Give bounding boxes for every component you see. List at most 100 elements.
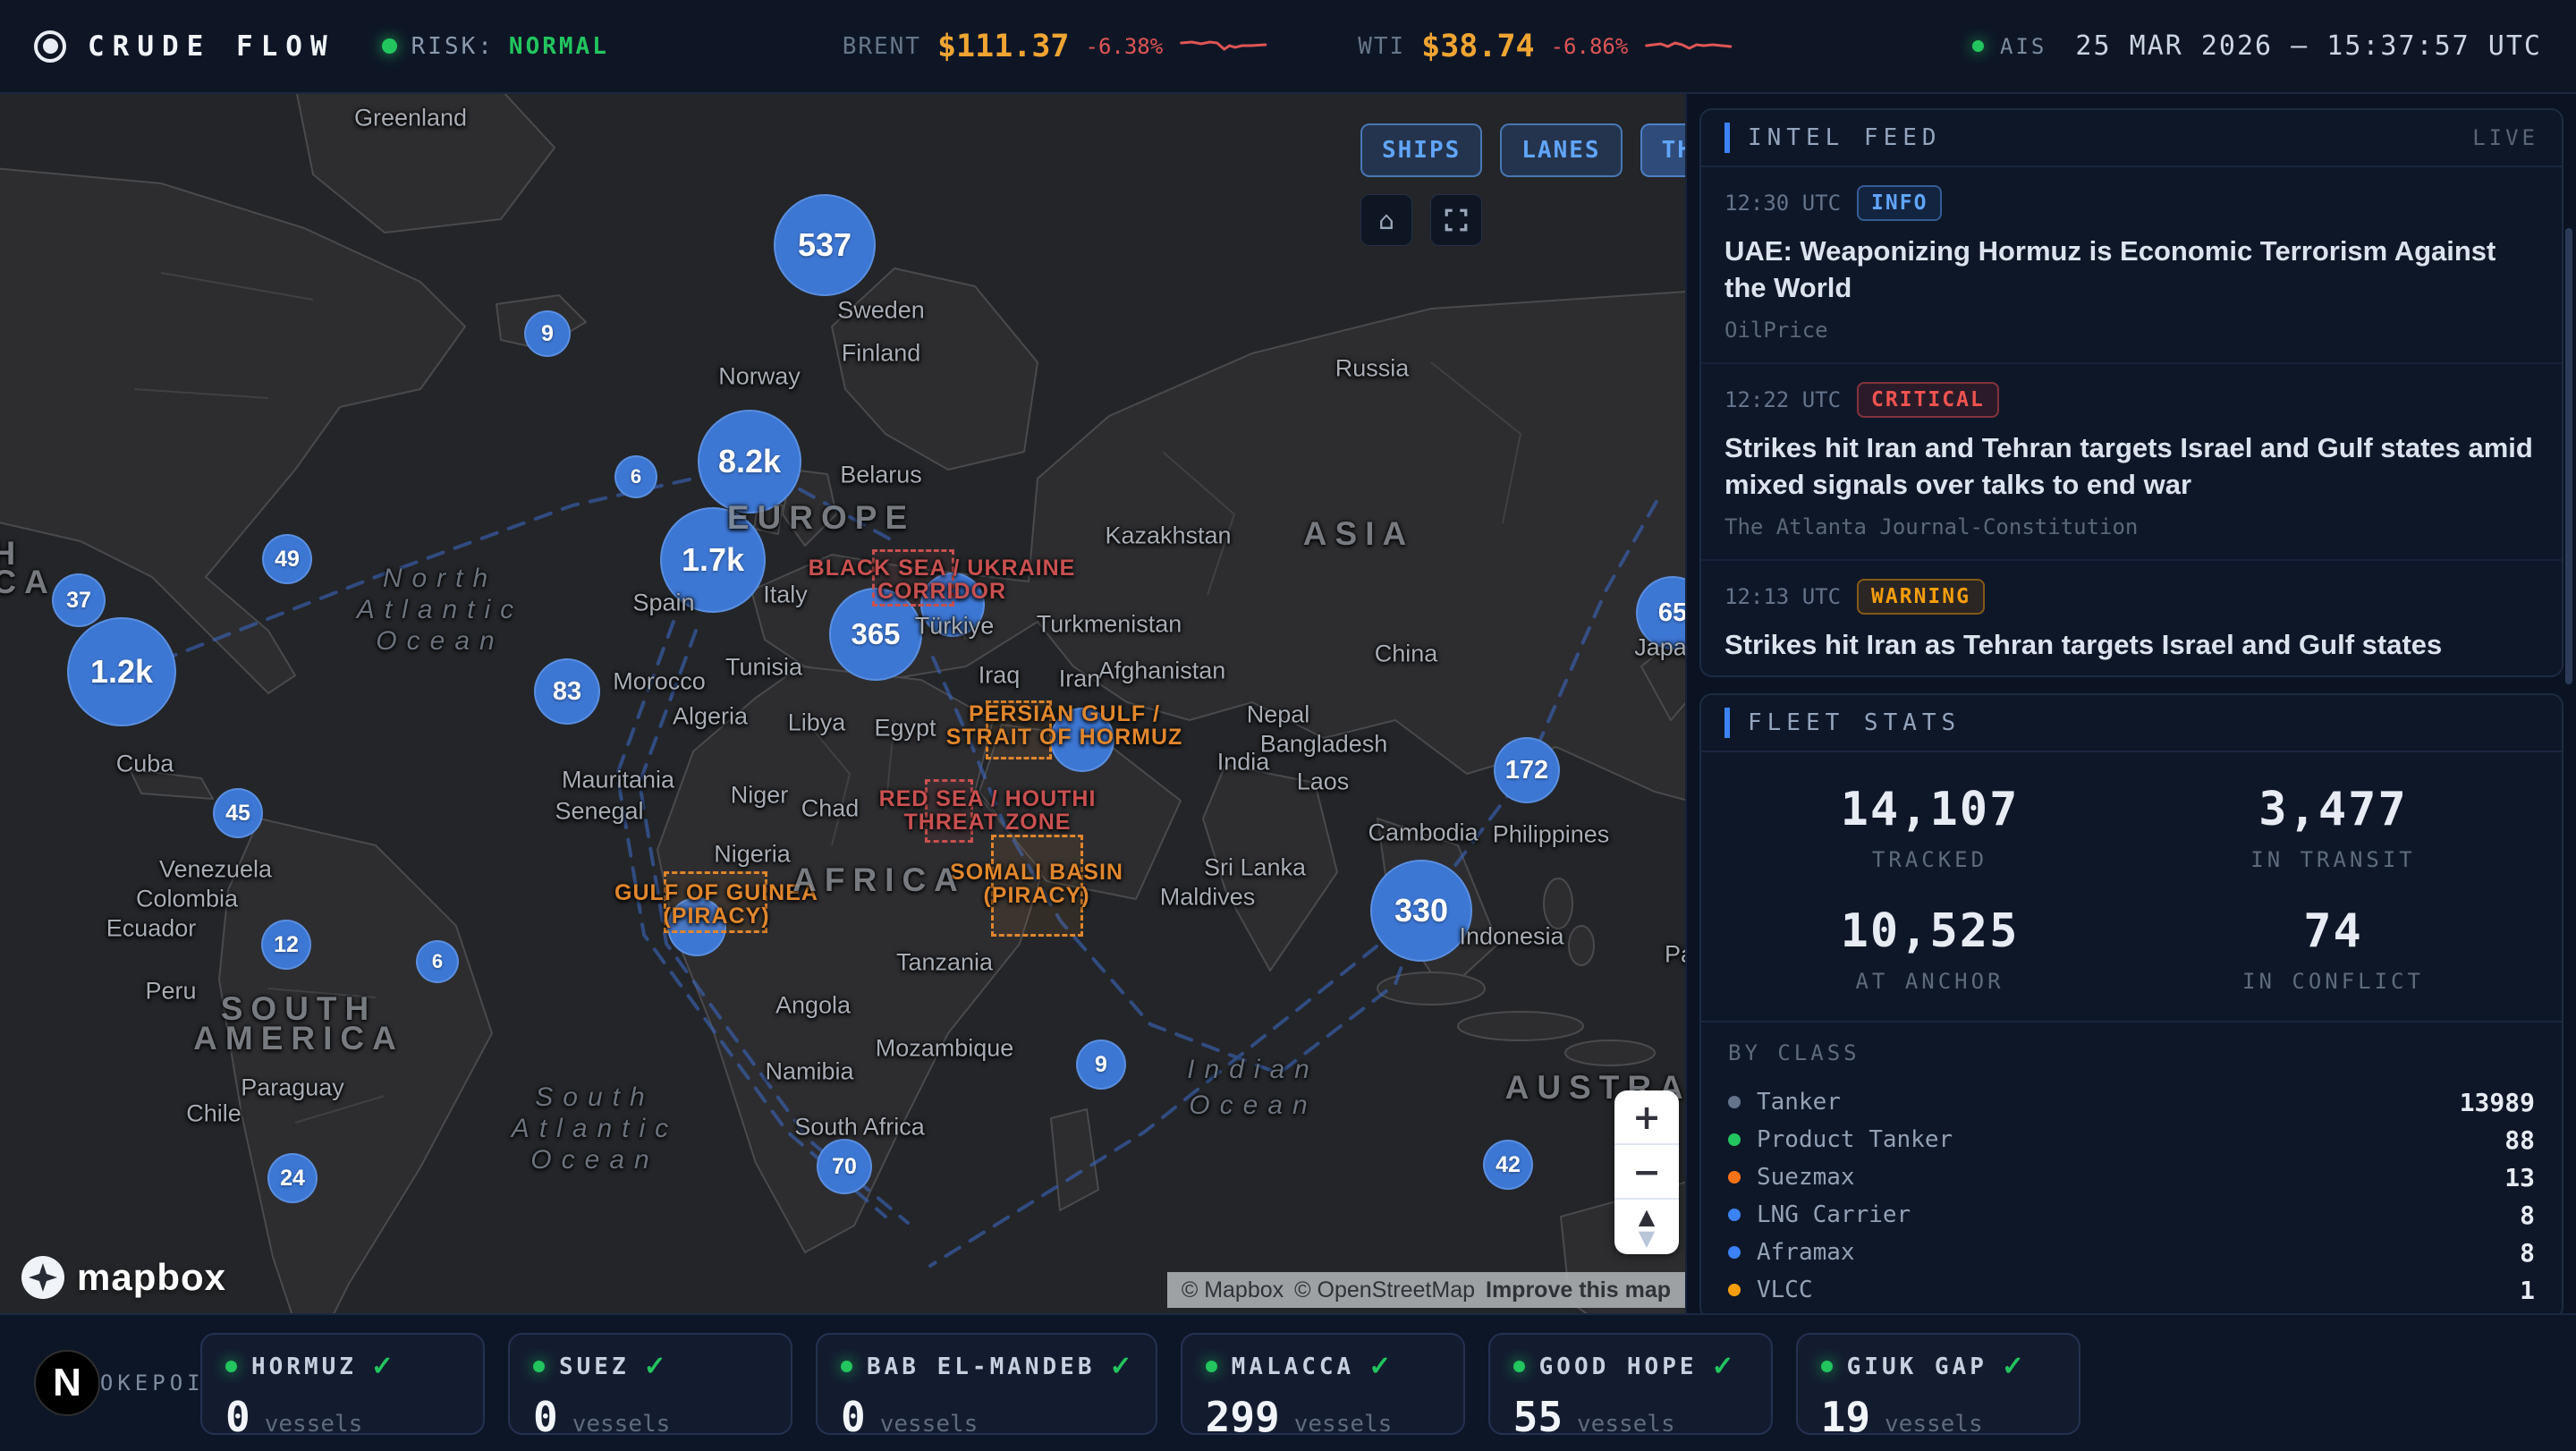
- compass-up-icon: ▲: [1638, 1203, 1656, 1229]
- osm-attribution-link[interactable]: © OpenStreetMap: [1294, 1277, 1475, 1303]
- wti-sparkline: [1644, 40, 1732, 50]
- threat-zone-box-somali-basin-piracy: [991, 835, 1083, 937]
- vessel-cluster-bubble[interactable]: 12: [261, 920, 311, 970]
- mapbox-attribution-link[interactable]: © Mapbox: [1181, 1277, 1284, 1303]
- by-class-row: Aframax 8: [1728, 1234, 2535, 1271]
- vessel-cluster-bubble[interactable]: 9: [524, 310, 571, 357]
- chokepoint-status-dot-icon: [225, 1361, 237, 1372]
- toggle-lanes[interactable]: LANES: [1500, 123, 1623, 177]
- chokepoint-card-suez: SUEZ ✓ 0 vessels: [508, 1333, 792, 1441]
- fleet-stat: 74 IN CONFLICT: [2131, 904, 2535, 994]
- map-label-country: Ecuador: [106, 914, 197, 942]
- threat-zone-label-line: PERSIAN GULF /: [968, 701, 1160, 726]
- fleet-stat-value: 10,525: [1840, 904, 2020, 958]
- vessel-cluster-bubble[interactable]: 70: [817, 1139, 872, 1194]
- chokepoint-count-row: 0 vessels: [533, 1393, 767, 1441]
- map-label-country: Spain: [632, 589, 695, 616]
- vessel-cluster-bubble[interactable]: 6: [614, 455, 657, 498]
- chokepoint-unit: vessels: [1885, 1411, 1983, 1438]
- map-label-country: Sweden: [837, 296, 925, 324]
- vessel-cluster-bubble[interactable]: 45: [213, 788, 263, 838]
- vessel-cluster-bubble[interactable]: 9: [1076, 1039, 1126, 1090]
- chokepoint-card-malacca: MALACCA ✓ 299 vessels: [1180, 1333, 1465, 1441]
- vessel-cluster-bubble[interactable]: 172: [1494, 737, 1560, 803]
- threat-zone-label-line: (PIRACY): [983, 883, 1090, 908]
- map-label-country: Senegal: [555, 797, 644, 825]
- vessel-cluster-bubble[interactable]: 365: [829, 588, 922, 681]
- intel-feed-card: INTEL FEED LIVE 12:30 UTC INFO UAE: Weapon…: [1699, 108, 2563, 677]
- improve-map-link[interactable]: Improve this map: [1486, 1277, 1671, 1303]
- chokepoint-card-top: BAB EL-MANDEB ✓: [841, 1351, 1132, 1382]
- chokepoint-count: 0: [225, 1393, 250, 1441]
- class-count: 8: [2520, 1237, 2535, 1268]
- vessel-cluster-bubble[interactable]: 537: [774, 194, 876, 296]
- chokepoint-name: BAB EL-MANDEB: [867, 1353, 1096, 1380]
- vessel-cluster-bubble[interactable]: 49: [262, 534, 312, 584]
- map-label-country: Kazakhstan: [1105, 522, 1232, 549]
- by-class-section: BY CLASS Tanker 13989 Product Tanker 88 Suez…: [1701, 1021, 2562, 1318]
- fleet-stat-value: 3,477: [2258, 783, 2408, 836]
- vessel-cluster-bubble[interactable]: 83: [534, 658, 600, 725]
- brent-label: BRENT: [842, 32, 921, 60]
- map-label-country: Peru: [145, 977, 197, 1005]
- nextjs-dev-badge[interactable]: N: [34, 1350, 100, 1416]
- map-label-country: Paraguay: [241, 1073, 344, 1101]
- vessel-cluster-bubble[interactable]: [667, 897, 726, 956]
- mapbox-pin-icon: [21, 1256, 64, 1299]
- vessel-cluster-bubble[interactable]: 6: [416, 940, 459, 983]
- chokepoint-card-top: MALACCA ✓: [1205, 1351, 1440, 1382]
- vessel-cluster-bubble[interactable]: 8.2k: [698, 410, 801, 513]
- intel-items-list: 12:30 UTC INFO UAE: Weaponizing Hormuz is …: [1701, 167, 2562, 677]
- chokepoint-status-dot-icon: [841, 1361, 852, 1372]
- fleet-stats-card: FLEET STATS 14,107 TRACKED 3,477 IN TRANSIT…: [1699, 693, 2563, 1319]
- map-label-country: Iran: [1058, 665, 1101, 692]
- map-label-ocean: South: [535, 1082, 655, 1112]
- brent-price: $111.37: [936, 28, 1070, 64]
- map-label-ocean: North: [382, 564, 498, 593]
- vessel-cluster-bubble[interactable]: 42: [1483, 1140, 1533, 1190]
- vessel-cluster-bubble[interactable]: 37: [52, 573, 106, 627]
- chokepoint-count: 299: [1205, 1393, 1280, 1441]
- scrollbar-thumb[interactable]: [2565, 228, 2572, 684]
- map-zoom-control: + − ▲ ▼: [1614, 1090, 1679, 1254]
- vessel-cluster-bubble[interactable]: 1.7k: [660, 507, 766, 613]
- threat-zone-label-gulf-of-guinea-piracy: GULF OF GUINEA (PIRACY): [614, 881, 818, 928]
- utc-clock: 25 MAR 2026 — 15:37:57 UTC: [2075, 30, 2542, 62]
- map-tools: ⌂: [1360, 194, 1482, 246]
- severity-badge-warning: WARNING: [1857, 578, 1985, 615]
- map-label-country: Chile: [186, 1099, 242, 1127]
- home-button[interactable]: ⌂: [1360, 194, 1412, 246]
- intel-item[interactable]: 12:22 UTC CRITICAL Strikes hit Iran and Te…: [1701, 364, 2562, 561]
- chokepoint-count-row: 0 vessels: [841, 1393, 1132, 1441]
- chokepoint-check-icon: ✓: [1109, 1352, 1132, 1381]
- fullscreen-button[interactable]: [1430, 194, 1482, 246]
- map-label-country: Colombia: [135, 885, 239, 912]
- map-attribution: © Mapbox © OpenStreetMap Improve this ma…: [1166, 1272, 1685, 1308]
- compass-button[interactable]: ▲ ▼: [1614, 1200, 1679, 1254]
- class-count: 88: [2504, 1124, 2535, 1155]
- threat-zone-label-line: RED SEA / HOUTHI: [878, 786, 1097, 811]
- zoom-in-button[interactable]: +: [1614, 1090, 1679, 1145]
- zoom-out-button[interactable]: −: [1614, 1145, 1679, 1200]
- vessel-cluster-bubble[interactable]: 24: [267, 1153, 318, 1203]
- risk-status-dot-icon: [381, 38, 397, 54]
- wti-price: $38.74: [1421, 28, 1535, 64]
- intel-item-source: BreakingNews.ie: [1724, 675, 2538, 677]
- threat-zone-label-line: STRAIT OF HORMUZ: [945, 725, 1183, 750]
- risk-indicator: RISK: NORMAL: [381, 32, 609, 60]
- mapbox-logo[interactable]: mapbox: [20, 1254, 226, 1301]
- vessel-cluster-bubble[interactable]: 330: [1370, 860, 1472, 962]
- wti-label: WTI: [1358, 32, 1406, 60]
- chokepoint-unit: vessels: [1577, 1411, 1675, 1438]
- intel-item[interactable]: 12:13 UTC WARNING Strikes hit Iran as Tehr…: [1701, 561, 2562, 677]
- toggle-ships[interactable]: SHIPS: [1360, 123, 1483, 177]
- intel-item[interactable]: 12:30 UTC INFO UAE: Weaponizing Hormuz is …: [1701, 167, 2562, 364]
- map-label-region: NORTH: [0, 535, 24, 572]
- intel-item-meta: 12:30 UTC INFO: [1724, 185, 2538, 221]
- chokepoint-card-bab-el-mandeb: BAB EL-MANDEB ✓ 0 vessels: [816, 1333, 1157, 1441]
- vessel-cluster-bubble[interactable]: 1.2k: [67, 617, 176, 726]
- chokepoint-check-icon: ✓: [643, 1352, 666, 1381]
- fleet-stat: 3,477 IN TRANSIT: [2131, 783, 2535, 872]
- chokepoint-unit: vessels: [879, 1411, 979, 1438]
- risk-value: NORMAL: [508, 32, 609, 60]
